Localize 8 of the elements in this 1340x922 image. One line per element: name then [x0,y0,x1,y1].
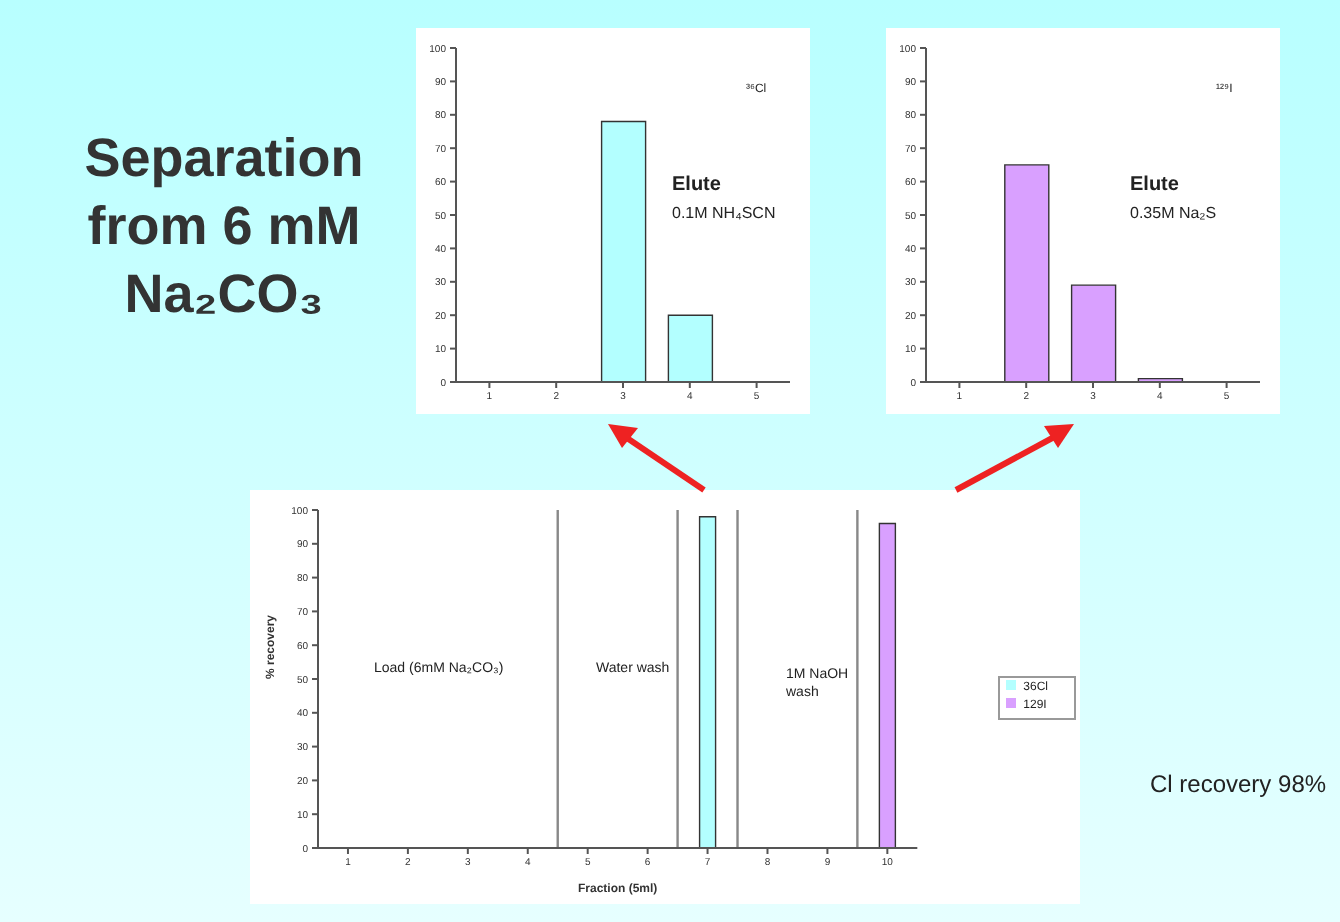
annotation: 0.1M NH₄SCN [672,204,776,225]
bar [1004,164,1050,382]
chart-title: Separation from 6 mM Na₂CO₃ [82,126,366,328]
bar [1070,284,1117,382]
annotation: Elute [1130,172,1179,198]
annotation: 0.35M Na₂S [1130,204,1217,225]
text: Cl recovery 98% [1150,770,1327,802]
annotation: Elute [672,172,721,198]
